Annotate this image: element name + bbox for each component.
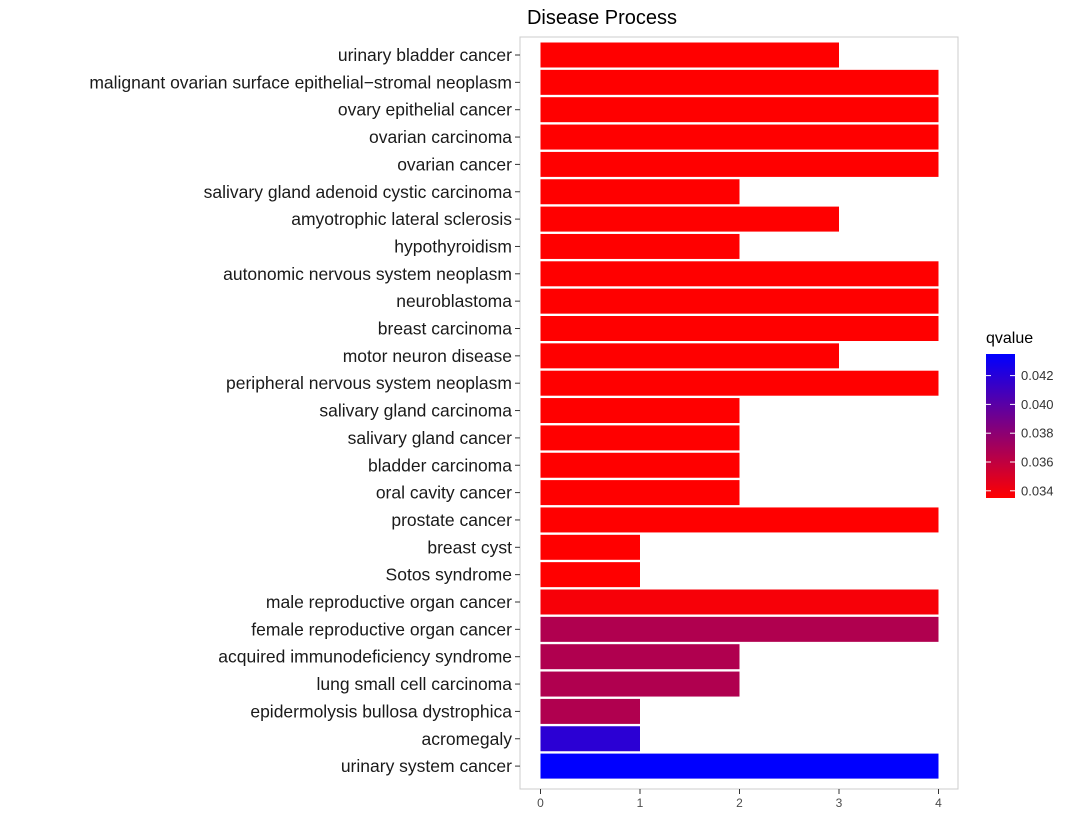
category-label: ovary epithelial cancer [338, 100, 512, 120]
bar [540, 288, 939, 314]
category-label: prostate cancer [391, 510, 512, 530]
category-label: ovarian carcinoma [369, 127, 512, 147]
category-label: bladder carcinoma [368, 455, 512, 475]
legend-title: qvalue [986, 330, 1033, 347]
category-label: amyotrophic lateral sclerosis [291, 209, 512, 229]
bar [540, 370, 939, 396]
bar [540, 425, 740, 451]
category-label: breast carcinoma [378, 319, 512, 339]
category-label: urinary system cancer [341, 756, 512, 776]
legend-tick-label: 0.036 [1021, 455, 1054, 470]
bar [540, 616, 939, 642]
bar [540, 698, 640, 724]
category-label: epidermolysis bullosa dystrophica [250, 701, 512, 721]
bar [540, 753, 939, 779]
bar [540, 316, 939, 341]
category-label: peripheral nervous system neoplasm [226, 373, 512, 393]
bar [540, 42, 839, 68]
x-tick-label: 3 [836, 796, 843, 810]
bar [540, 507, 939, 533]
bar [540, 671, 740, 697]
legend-tick-label: 0.034 [1021, 483, 1054, 498]
category-label: salivary gland adenoid cystic carcinoma [204, 182, 513, 202]
category-label: salivary gland carcinoma [319, 401, 512, 421]
bar [540, 562, 640, 588]
bar [540, 233, 740, 259]
bar [540, 644, 740, 670]
category-label: urinary bladder cancer [338, 45, 512, 65]
category-label: Sotos syndrome [386, 565, 512, 585]
bar [540, 151, 939, 177]
category-label: acromegaly [422, 729, 513, 749]
category-label: lung small cell carcinoma [317, 674, 513, 694]
color-legend: qvalue 0.034 0.036 0.038 0.040 0.042 [986, 330, 1054, 498]
bar [540, 206, 839, 232]
x-tick-label: 1 [637, 796, 644, 810]
legend-tick-label: 0.038 [1021, 426, 1054, 441]
x-axis: 0 1 2 3 4 [537, 789, 942, 810]
category-label: motor neuron disease [343, 346, 512, 366]
bar [540, 534, 640, 560]
bar [540, 124, 939, 150]
bar [540, 69, 939, 95]
category-label: neuroblastoma [396, 291, 512, 311]
bar [540, 726, 640, 752]
bar [540, 179, 740, 205]
legend-tick-label: 0.042 [1021, 368, 1054, 383]
bar [540, 589, 939, 615]
category-label: acquired immunodeficiency syndrome [218, 647, 512, 667]
legend-tick-label: 0.040 [1021, 397, 1054, 412]
category-label: salivary gland cancer [348, 428, 513, 448]
category-label: oral cavity cancer [376, 483, 512, 503]
bar [540, 343, 839, 369]
bar [540, 398, 740, 424]
y-axis: urinary bladder cancer malignant ovarian … [89, 45, 520, 776]
bar [540, 452, 740, 478]
category-label: female reproductive organ cancer [251, 619, 512, 639]
category-label: male reproductive organ cancer [266, 592, 512, 612]
category-label: ovarian cancer [397, 154, 512, 174]
x-tick-label: 2 [736, 796, 743, 810]
bar [540, 261, 939, 287]
bars-layer [540, 42, 939, 779]
chart-title: Disease Process [527, 7, 677, 29]
category-label: malignant ovarian surface epithelial−str… [89, 72, 512, 92]
x-tick-label: 0 [537, 796, 544, 810]
category-label: breast cyst [427, 537, 512, 557]
legend-colorbar [986, 354, 1015, 498]
bar [540, 97, 939, 123]
category-label: hypothyroidism [394, 236, 512, 256]
x-tick-label: 4 [935, 796, 942, 810]
legend-ticks: 0.034 0.036 0.038 0.040 0.042 [986, 368, 1054, 498]
bar [540, 480, 740, 506]
category-label: autonomic nervous system neoplasm [223, 264, 512, 284]
